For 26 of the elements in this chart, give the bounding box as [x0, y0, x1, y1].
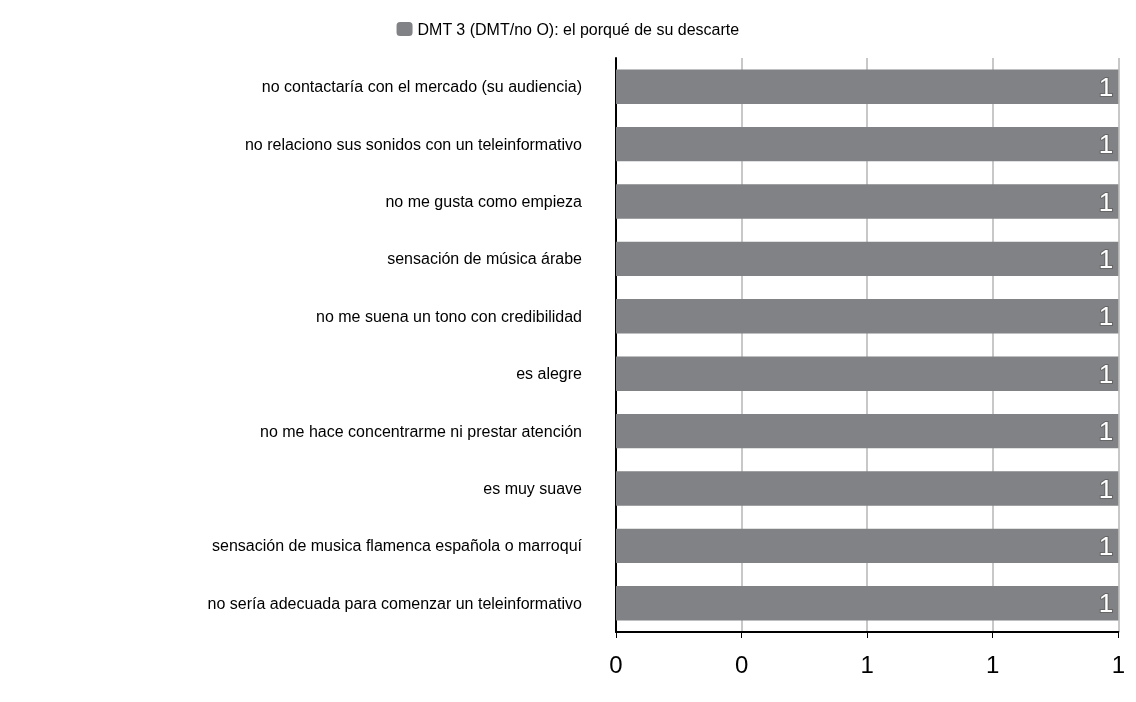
data-label: 1	[1098, 301, 1114, 332]
y-tick-label: sensación de musica flamenca española o marroquí	[212, 537, 583, 555]
x-tick-label: 1	[1111, 650, 1126, 678]
x-tick-label: 0	[734, 650, 749, 678]
x-tick-label: 1	[986, 650, 1000, 678]
x-tick-label: 1	[860, 650, 874, 678]
y-tick-label: es muy suave	[483, 480, 583, 497]
x-tick-label: 0	[609, 650, 623, 678]
y-tick-label: no relaciono sus sonidos con un teleinformativo	[244, 135, 583, 153]
data-label: 1	[1098, 71, 1114, 102]
y-tick-label: no sería adecuada para comenzar un teleinformativo	[207, 594, 583, 612]
data-label: 1	[1098, 530, 1114, 561]
y-tick-label: es alegre	[516, 365, 583, 383]
legend-label: DMT 3 (DMT/no O): el porqué de su descarte	[417, 20, 740, 38]
data-label: 1	[1098, 243, 1114, 274]
y-tick-label: sensación de música árabe	[387, 250, 583, 268]
y-tick-label: no me suena un tono con credibilidad	[316, 307, 582, 325]
y-tick-label: no me gusta como empieza	[385, 193, 583, 210]
data-label: 1	[1098, 358, 1114, 389]
data-label: 1	[1098, 473, 1114, 504]
data-label: 1	[1098, 588, 1114, 619]
data-label: 1	[1098, 129, 1114, 160]
data-label: 1	[1098, 186, 1114, 217]
data-label: 1	[1098, 416, 1114, 447]
y-tick-label: no contactaría con el mercado (su audiencia)	[261, 78, 582, 96]
y-tick-label: no me hace concentrarme ni prestar atención	[260, 422, 582, 440]
